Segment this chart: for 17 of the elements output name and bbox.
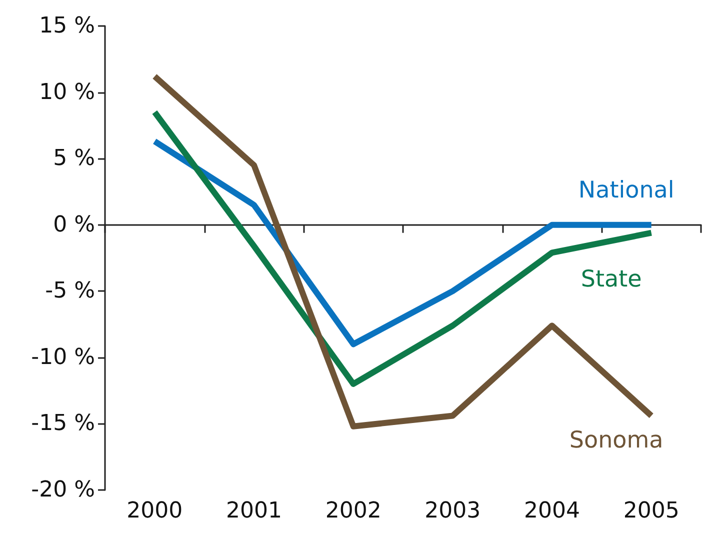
y-tick-label: -5 % — [45, 278, 95, 304]
x-tick-label: 2003 — [424, 498, 481, 524]
y-tick-label: -15 % — [31, 411, 95, 436]
series-label: National — [578, 177, 674, 204]
x-tick-label: 2001 — [226, 498, 282, 524]
x-tick-label: 2004 — [524, 498, 580, 524]
y-tick-label: 15 % — [39, 14, 95, 38]
x-tick-label: 2005 — [623, 498, 680, 524]
y-tick-label: 0 % — [53, 212, 95, 238]
series-label: State — [580, 266, 642, 292]
series-label: Sonoma — [569, 427, 664, 454]
x-tick-label: 2000 — [126, 498, 183, 524]
y-tick-label: -10 % — [31, 344, 95, 370]
x-tick-label: 2002 — [325, 498, 382, 524]
y-tick-label: 10 % — [39, 80, 95, 105]
y-tick-label: -20 % — [31, 478, 95, 502]
y-tick-label: 5 % — [53, 146, 95, 172]
